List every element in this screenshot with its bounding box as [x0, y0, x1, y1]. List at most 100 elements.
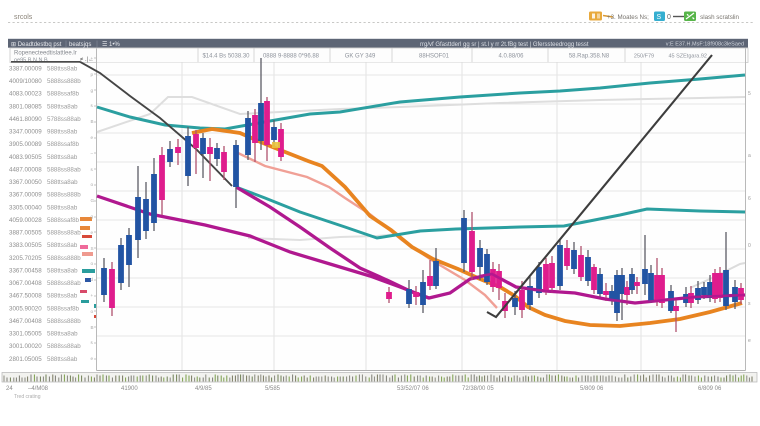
svg-text:588ttss8ab: 588ttss8ab [47, 293, 78, 300]
svg-text:45 SZEtgara.92: 45 SZEtgara.92 [668, 54, 707, 60]
svg-text:588ttsa8ab: 588ttsa8ab [47, 179, 78, 186]
svg-text:B: B [91, 119, 94, 124]
svg-text:5: 5 [748, 91, 751, 97]
svg-text:588ttss8ab: 588ttss8ab [47, 154, 78, 161]
svg-text:3001.00020: 3001.00020 [9, 343, 42, 350]
svg-text:–: – [91, 151, 94, 156]
svg-text:3005.90020: 3005.90020 [9, 305, 42, 312]
svg-text:5888ss88ab: 5888ss88ab [47, 280, 81, 287]
svg-text:slash scratslin: slash scratslin [700, 14, 739, 21]
svg-text:3367.00009: 3367.00009 [9, 192, 42, 199]
svg-text:3301.05005: 3301.05005 [9, 331, 42, 338]
svg-text:0888 9-8888 0*96.88: 0888 9-8888 0*96.88 [263, 54, 320, 60]
svg-text:250/F79: 250/F79 [634, 54, 654, 60]
svg-text:g: g [91, 214, 94, 219]
svg-text:4.0.88/06: 4.0.88/06 [498, 54, 524, 60]
svg-text:588ttss8ab: 588ttss8ab [47, 242, 78, 249]
svg-text:2801.05005: 2801.05005 [9, 356, 42, 363]
svg-text:5888ss88ab: 5888ss88ab [47, 167, 81, 174]
svg-text:3387.00009: 3387.00009 [9, 66, 42, 73]
svg-text:v:E E37.H.MsF:18f908c3leSaed: v:E E37.H.MsF:18f908c3leSaed [666, 42, 744, 48]
svg-text:4059.00028: 4059.00028 [9, 217, 42, 224]
svg-text:5888ssaf8b: 5888ssaf8b [47, 217, 80, 224]
svg-text:GK GY 349: GK GY 349 [345, 54, 376, 60]
svg-text:0: 0 [748, 243, 751, 249]
svg-text:5888ssaf8b: 5888ssaf8b [47, 91, 80, 98]
svg-text:4487.00008: 4487.00008 [9, 167, 42, 174]
svg-text:58.Rap.358.N8: 58.Rap.358.N8 [569, 54, 610, 60]
svg-text:srcols: srcols [14, 14, 33, 21]
svg-text:6: 6 [748, 196, 751, 202]
svg-text:588ttsa8ab: 588ttsa8ab [47, 331, 78, 338]
svg-text:g: g [91, 88, 94, 93]
svg-text:e: e [91, 230, 94, 235]
svg-text:+: + [91, 56, 94, 61]
svg-text:988ttss8ab: 988ttss8ab [47, 129, 78, 136]
svg-text:4083.90505: 4083.90505 [9, 154, 42, 161]
svg-text:3383.00505: 3383.00505 [9, 242, 42, 249]
svg-text:d: d [91, 277, 94, 282]
svg-text:5888ss888b: 5888ss888b [47, 318, 81, 325]
svg-text:⊞ Deadtdestbq pst: ⊞ Deadtdestbq pst [11, 42, 62, 48]
svg-text:588ttsa8ab: 588ttsa8ab [47, 103, 78, 110]
svg-text:e: e [91, 356, 94, 361]
svg-text:+3. Moates Ns;: +3. Moates Ns; [607, 14, 649, 21]
svg-text:5888ssaf8b: 5888ssaf8b [47, 141, 80, 148]
svg-text:5/809 06: 5/809 06 [580, 386, 604, 392]
svg-text:rrg/vf Gfasttderl gg sr | st.l: rrg/vf Gfasttderl gg sr | st.l y rr 2t.f… [420, 42, 589, 48]
svg-text:$14.4 Bs 5038.30: $14.4 Bs 5038.30 [202, 54, 250, 60]
svg-text:+: + [91, 293, 94, 298]
svg-text:4009/10080: 4009/10080 [9, 78, 42, 85]
svg-text:24: 24 [6, 386, 13, 392]
svg-text:3367.00458: 3367.00458 [9, 267, 42, 274]
svg-text:3347.00009: 3347.00009 [9, 129, 42, 136]
svg-text:G: G [91, 198, 95, 203]
svg-text:beatsjqs: beatsjqs [69, 42, 91, 48]
svg-text:588ttss8ab: 588ttss8ab [47, 356, 78, 363]
svg-text:5888ss88ab: 5888ss88ab [47, 230, 81, 237]
svg-text:s: s [748, 301, 751, 307]
svg-text:3205.70205: 3205.70205 [9, 255, 42, 262]
svg-text:S: S [657, 14, 662, 21]
svg-text:o: o [91, 182, 94, 187]
svg-text:588ttsa8ab: 588ttsa8ab [47, 267, 78, 274]
svg-text:o: o [91, 261, 94, 266]
svg-text:88HSOF01: 88HSOF01 [419, 54, 450, 60]
svg-text:s: s [91, 340, 94, 345]
svg-text:72/38/00 05: 72/38/00 05 [462, 386, 494, 392]
svg-text:a: a [748, 153, 751, 159]
svg-text:p: p [91, 72, 94, 77]
svg-text:s: s [91, 103, 94, 108]
svg-text:0: 0 [667, 14, 671, 21]
svg-text:≠ .|←: ≠ .|← [80, 57, 94, 63]
svg-text:4461.80090: 4461.80090 [9, 116, 42, 123]
svg-text:3367.00050: 3367.00050 [9, 179, 42, 186]
svg-text:41900: 41900 [121, 386, 138, 392]
svg-text:3467.00408: 3467.00408 [9, 318, 42, 325]
svg-text:4083.00023: 4083.00023 [9, 91, 42, 98]
svg-text:588ttss8ab: 588ttss8ab [47, 66, 78, 73]
svg-text:5788ss88ab: 5788ss88ab [47, 116, 81, 123]
svg-text:e: e [91, 135, 94, 140]
svg-text:☰ 1•%: ☰ 1•% [102, 41, 120, 48]
svg-text:3305.00040: 3305.00040 [9, 204, 42, 211]
svg-text:5888ss888b: 5888ss888b [47, 192, 81, 199]
svg-text:3067.00408: 3067.00408 [9, 280, 42, 287]
svg-text:3887.00505: 3887.00505 [9, 230, 42, 237]
svg-text:o: o [91, 309, 94, 314]
svg-text:6/809 06: 6/809 06 [698, 386, 722, 392]
svg-text:5/585: 5/585 [265, 386, 281, 392]
svg-text:Tred crating: Tred crating [14, 394, 41, 400]
svg-text:S: S [91, 246, 94, 251]
svg-text:5888ss888b: 5888ss888b [47, 255, 81, 262]
svg-text:Ropenecteedtislattlee.lr: Ropenecteedtislattlee.lr [14, 51, 77, 57]
svg-text:3905.00089: 3905.00089 [9, 141, 42, 148]
svg-text:4/9/85: 4/9/85 [195, 386, 212, 392]
svg-text:3467.50008: 3467.50008 [9, 293, 42, 300]
svg-text:oe95 B N.N B: oe95 B N.N B [14, 58, 48, 64]
svg-text:B: B [91, 325, 94, 330]
svg-text:s: s [91, 167, 94, 172]
svg-text:5888ssaf8b: 5888ssaf8b [47, 305, 80, 312]
svg-text:53/52/07 06: 53/52/07 06 [397, 386, 429, 392]
svg-text:e: e [748, 338, 751, 344]
